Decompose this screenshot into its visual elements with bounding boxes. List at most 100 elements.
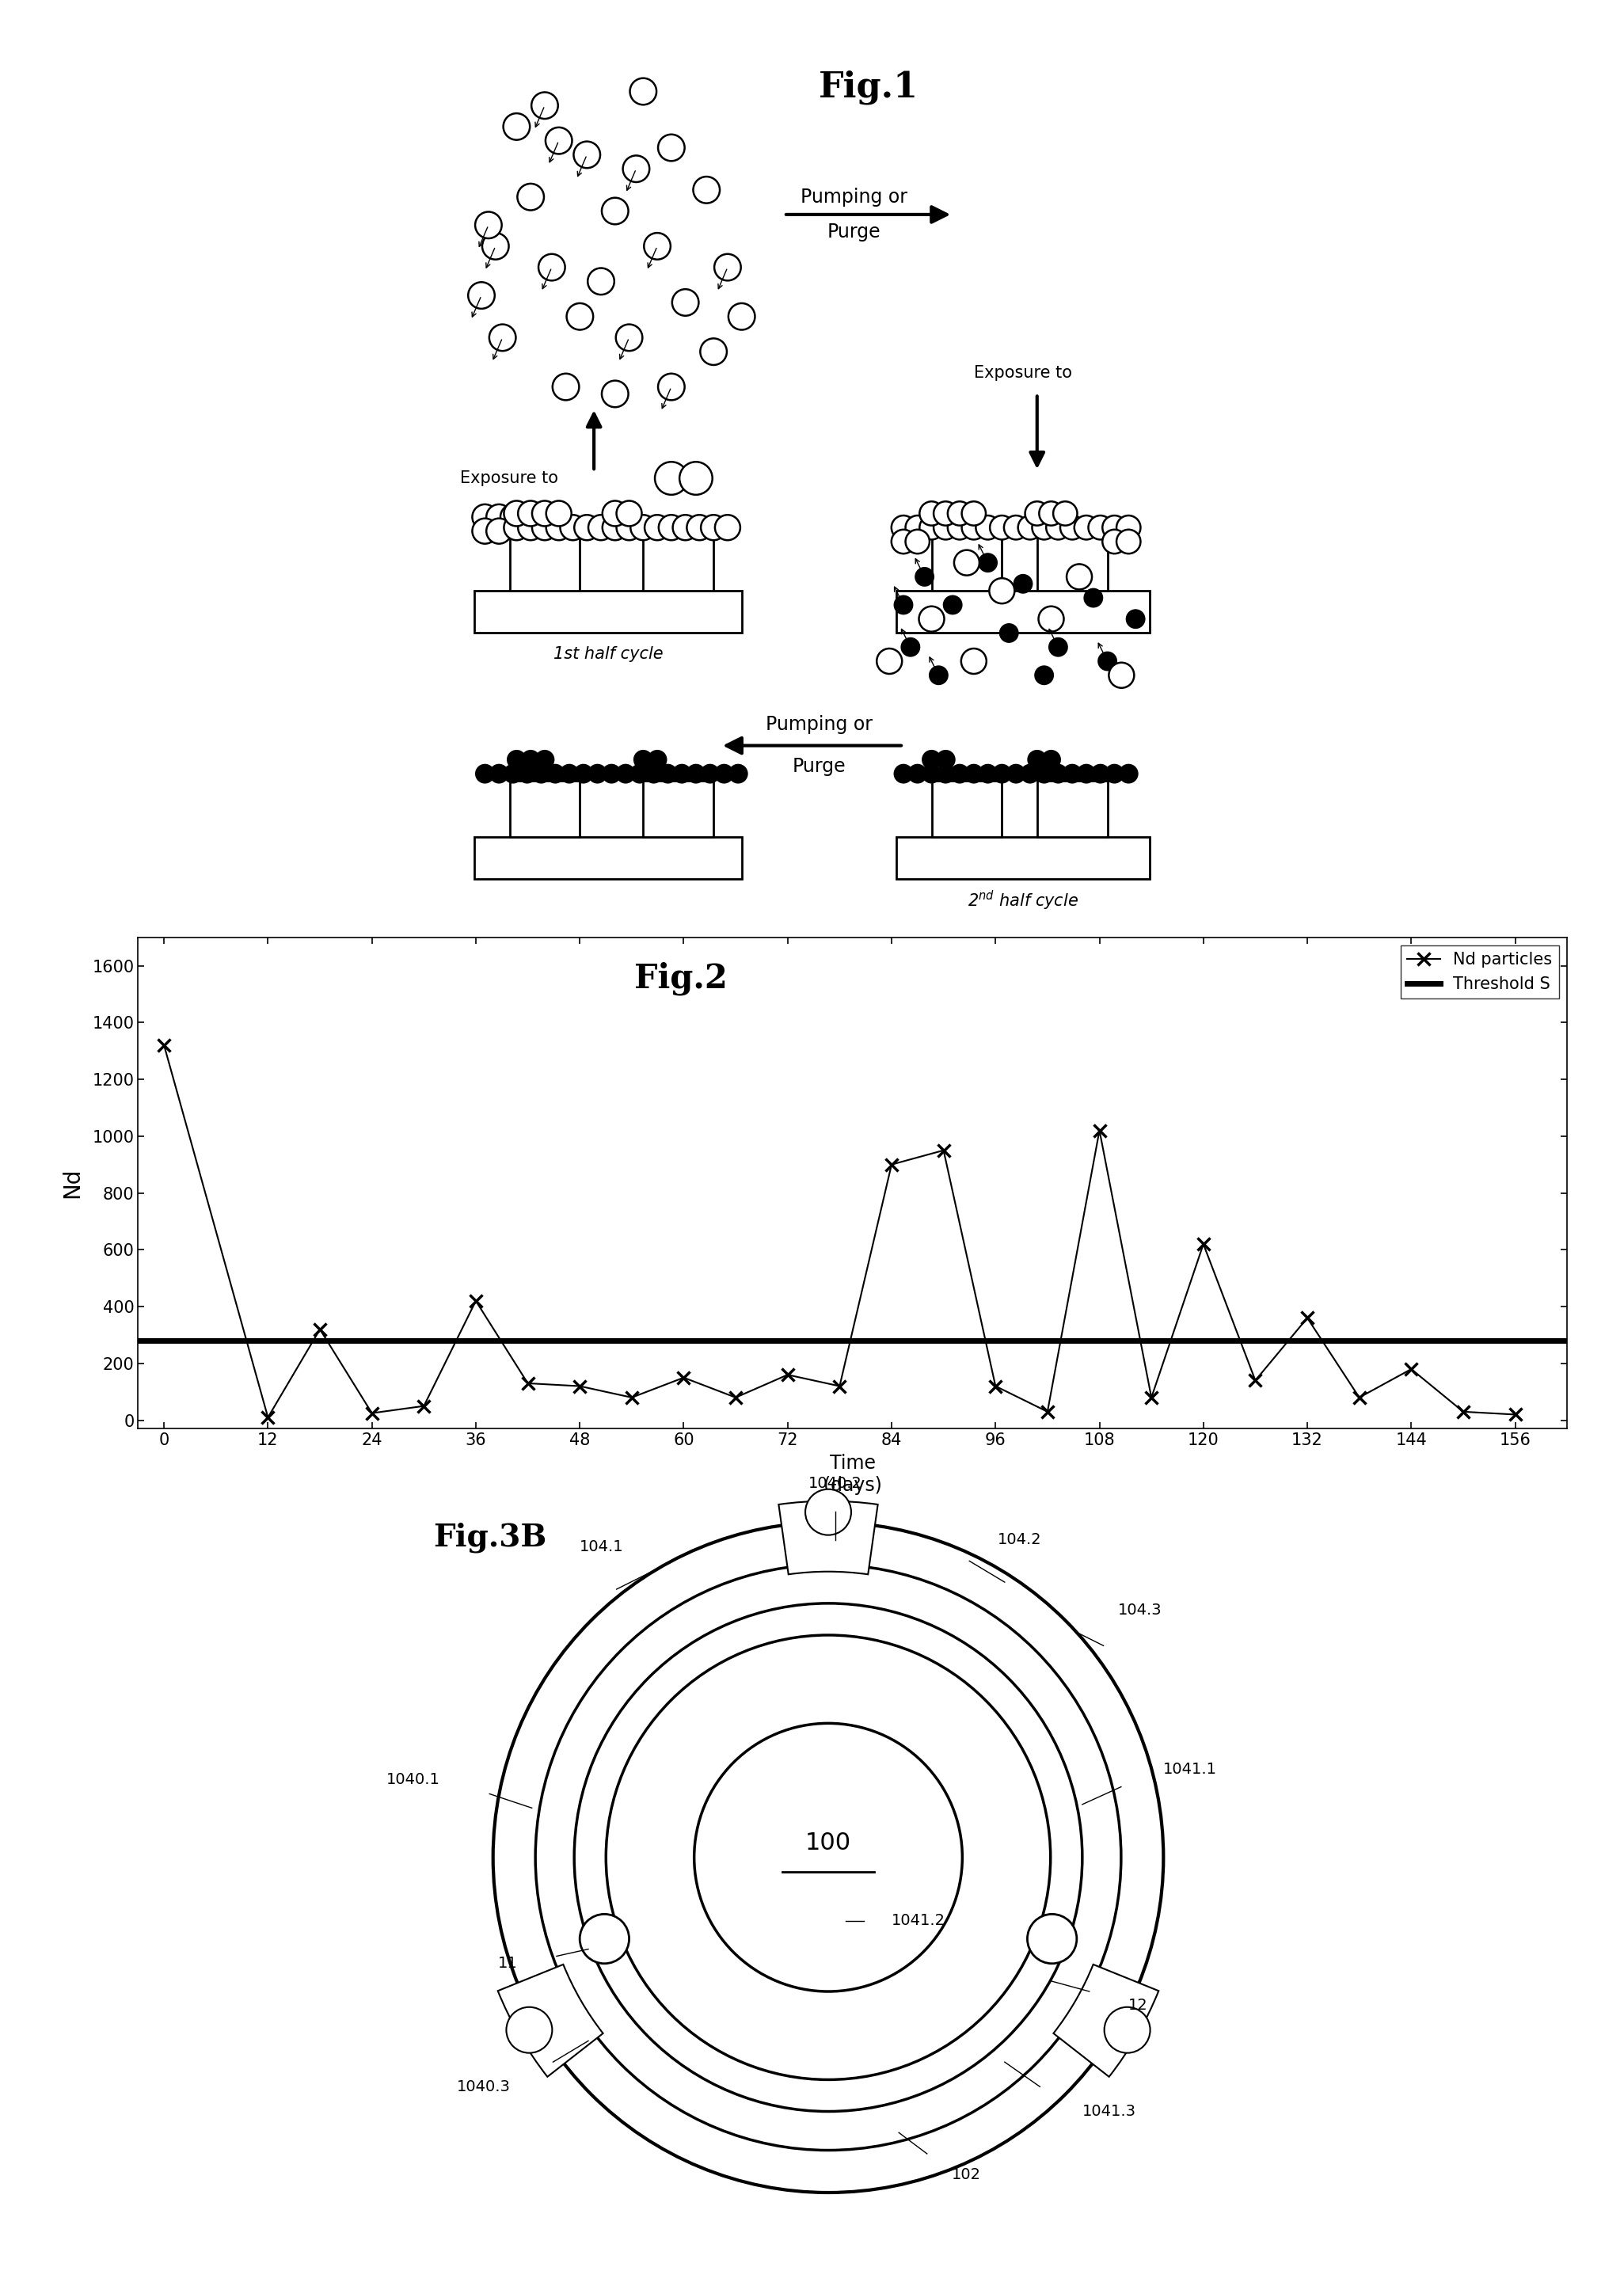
- Circle shape: [539, 254, 565, 281]
- Circle shape: [679, 462, 713, 494]
- Circle shape: [1075, 517, 1098, 539]
- Nd particles: [1142, 1383, 1161, 1410]
- Nd particles: [310, 1317, 330, 1344]
- Circle shape: [700, 764, 719, 784]
- Text: 2$^{nd}$ half cycle: 2$^{nd}$ half cycle: [968, 889, 1078, 912]
- Circle shape: [503, 501, 529, 526]
- Circle shape: [630, 514, 656, 539]
- Text: Exposure to: Exposure to: [974, 366, 1072, 382]
- Circle shape: [1054, 501, 1077, 526]
- Circle shape: [702, 514, 726, 539]
- Circle shape: [961, 501, 986, 526]
- Circle shape: [1004, 517, 1028, 539]
- Circle shape: [588, 764, 607, 784]
- Circle shape: [654, 462, 689, 494]
- Circle shape: [494, 1522, 1163, 2192]
- Nd particles: [622, 1383, 641, 1410]
- Circle shape: [606, 1634, 1051, 2080]
- Circle shape: [1091, 764, 1111, 784]
- Wedge shape: [499, 1964, 603, 2076]
- Circle shape: [922, 750, 942, 770]
- Circle shape: [603, 197, 628, 224]
- Circle shape: [518, 183, 544, 210]
- Circle shape: [1125, 608, 1145, 629]
- Circle shape: [1067, 565, 1091, 590]
- Circle shape: [672, 514, 698, 539]
- Nd particles: [934, 1136, 953, 1164]
- Bar: [474, 590, 742, 633]
- Circle shape: [729, 304, 755, 329]
- Circle shape: [693, 176, 719, 203]
- X-axis label: Time
(days): Time (days): [823, 1454, 882, 1495]
- Circle shape: [1039, 501, 1064, 526]
- Circle shape: [507, 2007, 552, 2053]
- Bar: [932, 782, 1002, 837]
- Text: 11: 11: [499, 1957, 518, 1971]
- Nd particles: [1194, 1230, 1213, 1257]
- Circle shape: [473, 519, 497, 544]
- Nd particles: [726, 1383, 745, 1410]
- Nd particles: [778, 1360, 797, 1388]
- Circle shape: [877, 649, 901, 674]
- Circle shape: [603, 764, 622, 784]
- Circle shape: [1104, 2007, 1150, 2053]
- Circle shape: [950, 764, 970, 784]
- Circle shape: [1109, 663, 1134, 688]
- Text: Fig.1: Fig.1: [818, 71, 918, 105]
- Circle shape: [948, 501, 971, 526]
- Circle shape: [630, 764, 650, 784]
- Text: 104.3: 104.3: [1117, 1602, 1161, 1618]
- Text: 104.2: 104.2: [997, 1532, 1041, 1548]
- Bar: [474, 837, 742, 880]
- Circle shape: [1049, 764, 1069, 784]
- Nd particles: [674, 1365, 693, 1392]
- Text: Pumping or: Pumping or: [801, 187, 908, 206]
- Circle shape: [588, 514, 614, 539]
- Text: Exposure to: Exposure to: [460, 471, 559, 487]
- Circle shape: [1007, 764, 1026, 784]
- Circle shape: [1013, 574, 1033, 594]
- Circle shape: [715, 764, 734, 784]
- Circle shape: [944, 594, 963, 615]
- Bar: [510, 535, 580, 590]
- Nd particles: [1038, 1399, 1057, 1426]
- Circle shape: [1028, 1913, 1077, 1964]
- Circle shape: [518, 764, 538, 784]
- Circle shape: [503, 114, 529, 139]
- Line: Nd particles: Nd particles: [158, 1040, 1522, 1424]
- Text: Pumping or: Pumping or: [765, 716, 872, 734]
- Circle shape: [603, 514, 628, 539]
- Circle shape: [575, 1602, 1082, 2112]
- Circle shape: [1046, 517, 1070, 539]
- Circle shape: [992, 764, 1012, 784]
- Bar: [643, 782, 713, 837]
- Circle shape: [528, 505, 554, 530]
- Circle shape: [518, 514, 544, 539]
- Circle shape: [1028, 750, 1047, 770]
- Circle shape: [893, 594, 913, 615]
- Circle shape: [978, 764, 997, 784]
- Circle shape: [965, 764, 984, 784]
- Circle shape: [991, 517, 1013, 539]
- Circle shape: [1049, 638, 1069, 656]
- Circle shape: [978, 553, 997, 572]
- Threshold S: [162, 1326, 182, 1353]
- Nd particles: [518, 1369, 538, 1397]
- Circle shape: [546, 501, 572, 526]
- Circle shape: [617, 501, 641, 526]
- Text: Fig.3B: Fig.3B: [434, 1522, 547, 1552]
- Nd particles: [414, 1392, 434, 1420]
- Circle shape: [1116, 530, 1140, 553]
- Circle shape: [685, 764, 706, 784]
- Circle shape: [645, 514, 671, 539]
- Circle shape: [482, 233, 508, 261]
- Circle shape: [1020, 764, 1039, 784]
- Circle shape: [1041, 750, 1060, 770]
- Circle shape: [658, 373, 685, 400]
- Circle shape: [1104, 764, 1124, 784]
- Circle shape: [906, 517, 929, 539]
- Circle shape: [531, 91, 559, 119]
- Circle shape: [615, 764, 635, 784]
- Circle shape: [892, 530, 916, 553]
- Circle shape: [615, 325, 643, 352]
